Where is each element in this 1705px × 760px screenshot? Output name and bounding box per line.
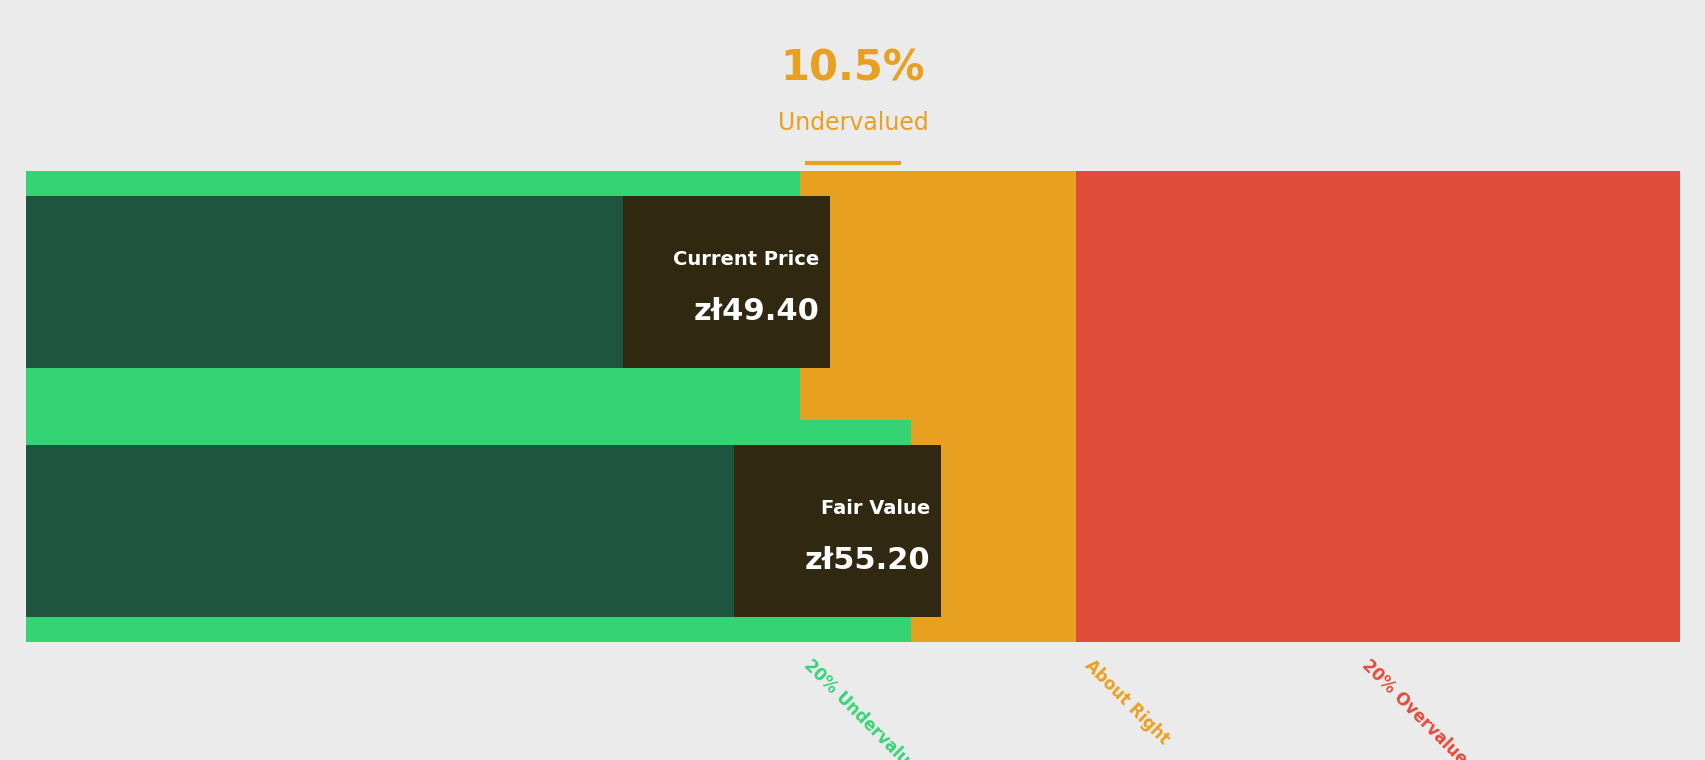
- Text: Fair Value: Fair Value: [820, 499, 929, 518]
- Text: 10.5%: 10.5%: [781, 47, 924, 90]
- Text: Undervalued: Undervalued: [777, 111, 928, 135]
- Text: zł49.40: zł49.40: [694, 297, 818, 326]
- Bar: [26, 420, 910, 445]
- Bar: [26, 445, 910, 617]
- Text: 20% Overvalued: 20% Overvalued: [1357, 656, 1478, 760]
- Text: zł55.20: zł55.20: [805, 546, 929, 575]
- Text: 20% Undervalued: 20% Undervalued: [800, 656, 929, 760]
- Text: About Right: About Right: [1081, 656, 1173, 748]
- Bar: [26, 196, 800, 368]
- Bar: [622, 196, 829, 368]
- Bar: [26, 171, 800, 642]
- Bar: [26, 171, 800, 196]
- Text: Current Price: Current Price: [673, 251, 818, 270]
- Bar: [26, 368, 800, 394]
- Bar: [1076, 171, 1679, 642]
- Bar: [733, 445, 939, 617]
- Bar: [26, 617, 910, 642]
- Bar: [800, 171, 1076, 642]
